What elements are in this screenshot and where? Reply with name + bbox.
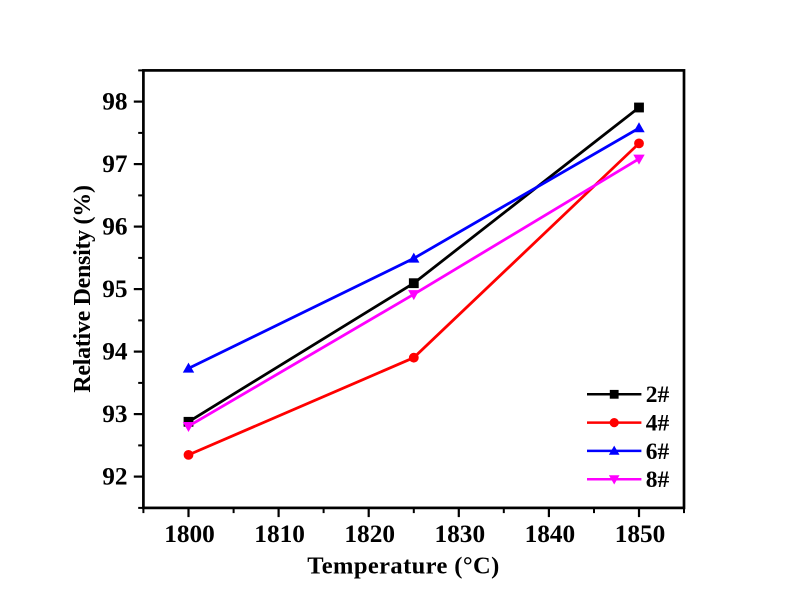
svg-text:92: 92 <box>102 463 127 491</box>
svg-text:Relative Density (%): Relative Density (%) <box>70 185 96 392</box>
svg-text:1800: 1800 <box>164 520 215 548</box>
svg-text:1820: 1820 <box>344 520 395 548</box>
svg-text:1810: 1810 <box>254 520 305 548</box>
svg-text:94: 94 <box>102 338 128 366</box>
svg-text:1830: 1830 <box>435 520 486 548</box>
svg-text:1850: 1850 <box>615 520 666 548</box>
svg-text:8#: 8# <box>646 467 670 493</box>
svg-text:98: 98 <box>102 88 127 116</box>
svg-text:93: 93 <box>102 400 127 428</box>
svg-text:97: 97 <box>102 150 128 178</box>
svg-text:6#: 6# <box>646 439 670 465</box>
svg-text:2#: 2# <box>646 382 670 408</box>
svg-text:96: 96 <box>102 213 127 241</box>
svg-text:95: 95 <box>102 275 127 303</box>
svg-text:Temperature (°C): Temperature (°C) <box>307 553 499 580</box>
svg-text:1840: 1840 <box>525 520 576 548</box>
svg-text:4#: 4# <box>646 411 670 437</box>
